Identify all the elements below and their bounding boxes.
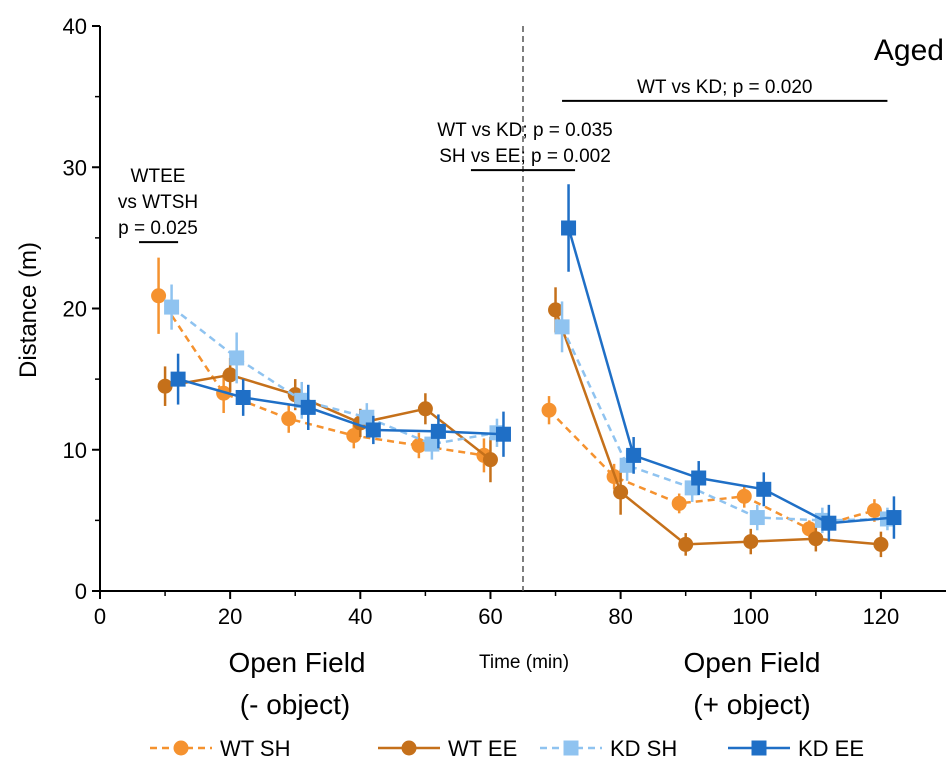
annotations: WTEE vs WTSH p = 0.025 WT vs KD; p = 0.035 S… bbox=[118, 77, 888, 244]
legend-label-3: KD EE bbox=[798, 736, 864, 761]
x-tick-label-1: 20 bbox=[218, 604, 242, 629]
x-tick-label-0: 0 bbox=[94, 604, 106, 629]
data-point-1-0-5 bbox=[482, 452, 498, 468]
data-point-0-1-5 bbox=[866, 502, 882, 518]
section-label-left-line1: Open Field bbox=[229, 647, 366, 678]
data-point-3-0-1 bbox=[235, 389, 251, 405]
series-layer bbox=[151, 184, 902, 558]
data-point-3-1-4 bbox=[821, 515, 837, 531]
series-kd-sh bbox=[164, 284, 895, 534]
data-point-2-0-4 bbox=[424, 436, 440, 452]
section-label-right-line1: Open Field bbox=[684, 647, 821, 678]
data-point-3-0-5 bbox=[495, 426, 511, 442]
data-point-0-1-0 bbox=[541, 402, 557, 418]
annotation-text-0-1: vs WTSH bbox=[118, 192, 198, 213]
annotation-text-0-2: p = 0.025 bbox=[118, 218, 198, 239]
series-line-2-0 bbox=[170, 306, 498, 446]
legend-label-0: WT SH bbox=[220, 736, 290, 761]
data-point-3-1-3 bbox=[756, 481, 772, 497]
data-point-3-0-4 bbox=[430, 423, 446, 439]
data-point-0-1-3 bbox=[736, 488, 752, 504]
section-label-right-line2: (+ object) bbox=[693, 689, 811, 720]
data-point-3-0-2 bbox=[300, 399, 316, 415]
series-line-3-1 bbox=[567, 227, 895, 525]
annotation-0: WTEE vs WTSH p = 0.025 bbox=[118, 166, 198, 244]
data-point-3-1-2 bbox=[691, 470, 707, 486]
y-tick-label-3: 30 bbox=[63, 155, 87, 180]
data-point-1-0-4 bbox=[417, 401, 433, 417]
annotation-text-0-0: WTEE bbox=[131, 166, 186, 187]
data-point-0-0-4 bbox=[411, 438, 427, 454]
data-point-3-1-5 bbox=[886, 510, 902, 526]
annotation-text-2-0: WT vs KD; p = 0.020 bbox=[637, 77, 812, 98]
legend-marker-3 bbox=[751, 740, 767, 756]
annotation-2: WT vs KD; p = 0.020 bbox=[562, 77, 888, 102]
data-point-1-1-3 bbox=[743, 534, 759, 550]
data-point-1-1-5 bbox=[873, 536, 889, 552]
annotation-1: WT vs KD; p = 0.035 SH vs EE; p = 0.002 bbox=[437, 120, 613, 172]
series-line-2-1 bbox=[560, 326, 888, 522]
data-point-1-0-0 bbox=[157, 378, 173, 394]
data-point-3-1-1 bbox=[626, 447, 642, 463]
legend-item-0: WT SH bbox=[150, 736, 290, 761]
y-tick-label-0: 0 bbox=[75, 579, 87, 604]
x-tick-label-2: 40 bbox=[348, 604, 372, 629]
y-tick-label-2: 20 bbox=[63, 297, 87, 322]
legend-marker-1 bbox=[401, 740, 417, 756]
legend-item-3: KD EE bbox=[728, 736, 864, 761]
data-point-3-1-0 bbox=[561, 220, 577, 236]
data-point-1-1-0 bbox=[548, 302, 564, 318]
series-kd-ee bbox=[170, 184, 902, 542]
data-point-0-0-2 bbox=[281, 411, 297, 427]
legend-label-1: WT EE bbox=[448, 736, 517, 761]
legend-marker-0 bbox=[173, 740, 189, 756]
legend-marker-2 bbox=[563, 740, 579, 756]
data-point-0-0-3 bbox=[346, 428, 362, 444]
panel-label: Aged bbox=[874, 34, 944, 67]
data-point-2-1-0 bbox=[554, 319, 570, 335]
data-point-0-0-0 bbox=[151, 288, 167, 304]
series-line-1-0 bbox=[164, 373, 492, 461]
legend-item-2: KD SH bbox=[540, 736, 677, 761]
data-point-1-1-4 bbox=[808, 531, 824, 547]
y-tick-label-1: 10 bbox=[63, 438, 87, 463]
annotation-text-1-1: SH vs EE; p = 0.002 bbox=[439, 146, 611, 167]
data-point-2-0-3 bbox=[359, 409, 375, 425]
y-tick-label-4: 40 bbox=[63, 14, 87, 39]
data-point-0-1-2 bbox=[671, 495, 687, 511]
x-tick-label-3: 60 bbox=[478, 604, 502, 629]
data-point-1-1-1 bbox=[613, 484, 629, 500]
section-label-left-line2: (- object) bbox=[240, 689, 350, 720]
x-tick-label-5: 100 bbox=[732, 604, 769, 629]
data-point-3-0-3 bbox=[365, 422, 381, 438]
x-axis-label: Time (min) bbox=[479, 652, 569, 673]
legend-label-2: KD SH bbox=[610, 736, 677, 761]
data-point-3-0-0 bbox=[170, 371, 186, 387]
annotation-text-1-0: WT vs KD; p = 0.035 bbox=[437, 120, 612, 141]
series-line-1-1 bbox=[554, 309, 882, 546]
y-axis-label: Distance (m) bbox=[15, 242, 42, 378]
data-point-2-1-3 bbox=[749, 510, 765, 526]
data-point-2-0-1 bbox=[229, 350, 245, 366]
legend-item-1: WT EE bbox=[378, 736, 517, 761]
x-tick-label-6: 120 bbox=[863, 604, 900, 629]
series-wt-sh bbox=[151, 257, 882, 538]
legend: WT SH WT EE KD SH KD EE bbox=[150, 736, 864, 761]
axes: 0 10 20 30 40 0 20 40 60 80 100 120 bbox=[63, 14, 946, 629]
data-point-1-1-2 bbox=[678, 536, 694, 552]
data-point-1-0-1 bbox=[222, 367, 238, 383]
series-line-3-0 bbox=[177, 377, 504, 436]
x-tick-label-4: 80 bbox=[608, 604, 632, 629]
data-point-2-0-0 bbox=[164, 299, 180, 315]
